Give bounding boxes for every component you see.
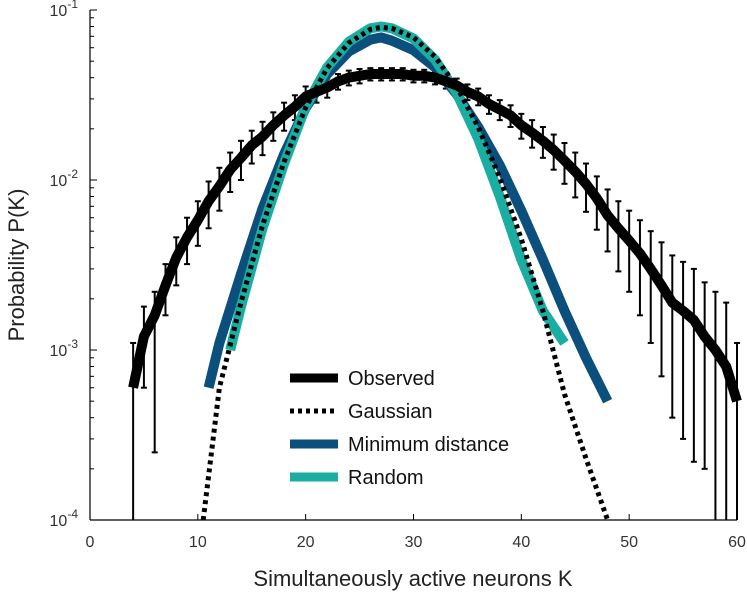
axis-ticks: [89, 9, 738, 521]
x-tick-label: 10: [189, 534, 207, 551]
y-tick-label: 10-2: [50, 167, 79, 190]
plot-area: [89, 9, 742, 521]
x-tick-label: 60: [728, 534, 746, 551]
y-tick-label: 10-3: [50, 337, 79, 360]
series-line-minimum-distance: [203, 32, 613, 404]
y-axis-title: Probability P(K): [4, 189, 29, 342]
x-tick-label: 50: [620, 534, 638, 551]
x-tick-label: 30: [405, 534, 423, 551]
series-line-observed: [128, 69, 742, 403]
legend-label-observed: Observed: [348, 368, 435, 390]
x-axis-title: Simultaneously active neurons K: [253, 566, 572, 591]
legend: Observed Gaussian Minimum distance Rando…: [290, 368, 509, 489]
x-tick-label: 20: [297, 534, 315, 551]
series-line-gaussian: [200, 24, 610, 521]
legend-label-gaussian: Gaussian: [348, 401, 433, 423]
y-tick-label: 10-1: [50, 0, 79, 20]
x-tick-label: 40: [512, 534, 530, 551]
x-tick-label: 0: [86, 534, 95, 551]
series-lines: [128, 21, 742, 521]
legend-label-random: Random: [348, 467, 424, 489]
x-tick-labels: 0 10 20 30 40 50 60: [86, 534, 746, 551]
y-tick-labels: 10-4 10-3 10-2 10-1: [50, 0, 79, 530]
y-tick-label: 10-4: [50, 507, 79, 530]
legend-label-minimum-distance: Minimum distance: [348, 434, 509, 456]
